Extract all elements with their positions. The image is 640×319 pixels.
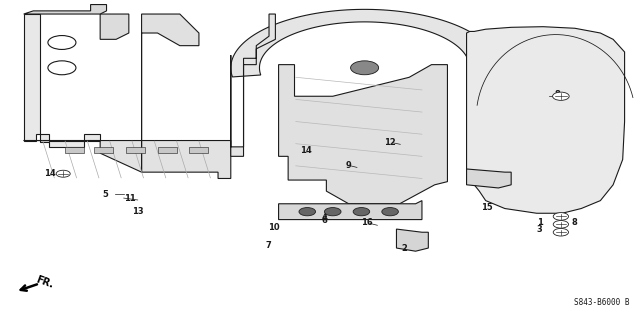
Polygon shape (157, 147, 177, 153)
Polygon shape (396, 229, 428, 251)
Polygon shape (24, 14, 100, 147)
Circle shape (552, 92, 569, 100)
Text: 4: 4 (321, 212, 327, 222)
Circle shape (351, 61, 379, 75)
Text: 13: 13 (132, 207, 143, 216)
Circle shape (324, 208, 341, 216)
Polygon shape (278, 201, 422, 219)
Polygon shape (100, 14, 129, 39)
Text: 16: 16 (362, 218, 373, 227)
Text: 8: 8 (554, 90, 560, 99)
Text: 5: 5 (102, 190, 108, 199)
Text: 10: 10 (268, 223, 280, 232)
Circle shape (299, 208, 316, 216)
Polygon shape (65, 147, 84, 153)
Circle shape (553, 213, 568, 220)
Polygon shape (467, 27, 625, 213)
Text: 1: 1 (537, 218, 543, 227)
Polygon shape (94, 147, 113, 153)
Polygon shape (141, 14, 199, 172)
Text: 3: 3 (537, 225, 543, 234)
Text: 6: 6 (321, 216, 327, 225)
Text: 2: 2 (401, 243, 408, 253)
Text: 12: 12 (384, 137, 396, 147)
Polygon shape (189, 147, 209, 153)
Circle shape (553, 220, 568, 228)
Polygon shape (231, 14, 275, 156)
Text: 7: 7 (266, 241, 271, 250)
Text: S843-B6000 B: S843-B6000 B (573, 299, 629, 308)
Text: FR.: FR. (35, 274, 55, 290)
Text: 8: 8 (572, 218, 577, 227)
Polygon shape (231, 9, 497, 77)
Polygon shape (278, 65, 447, 204)
Text: 11: 11 (124, 194, 136, 203)
Circle shape (56, 170, 70, 177)
Circle shape (553, 228, 568, 236)
Polygon shape (467, 169, 511, 188)
Text: 14: 14 (300, 145, 311, 154)
Circle shape (353, 208, 370, 216)
Polygon shape (24, 4, 106, 14)
Text: 15: 15 (481, 203, 493, 212)
Polygon shape (125, 147, 145, 153)
Polygon shape (24, 141, 231, 178)
Text: 14: 14 (44, 169, 56, 178)
Text: 9: 9 (346, 161, 351, 170)
Circle shape (382, 208, 398, 216)
